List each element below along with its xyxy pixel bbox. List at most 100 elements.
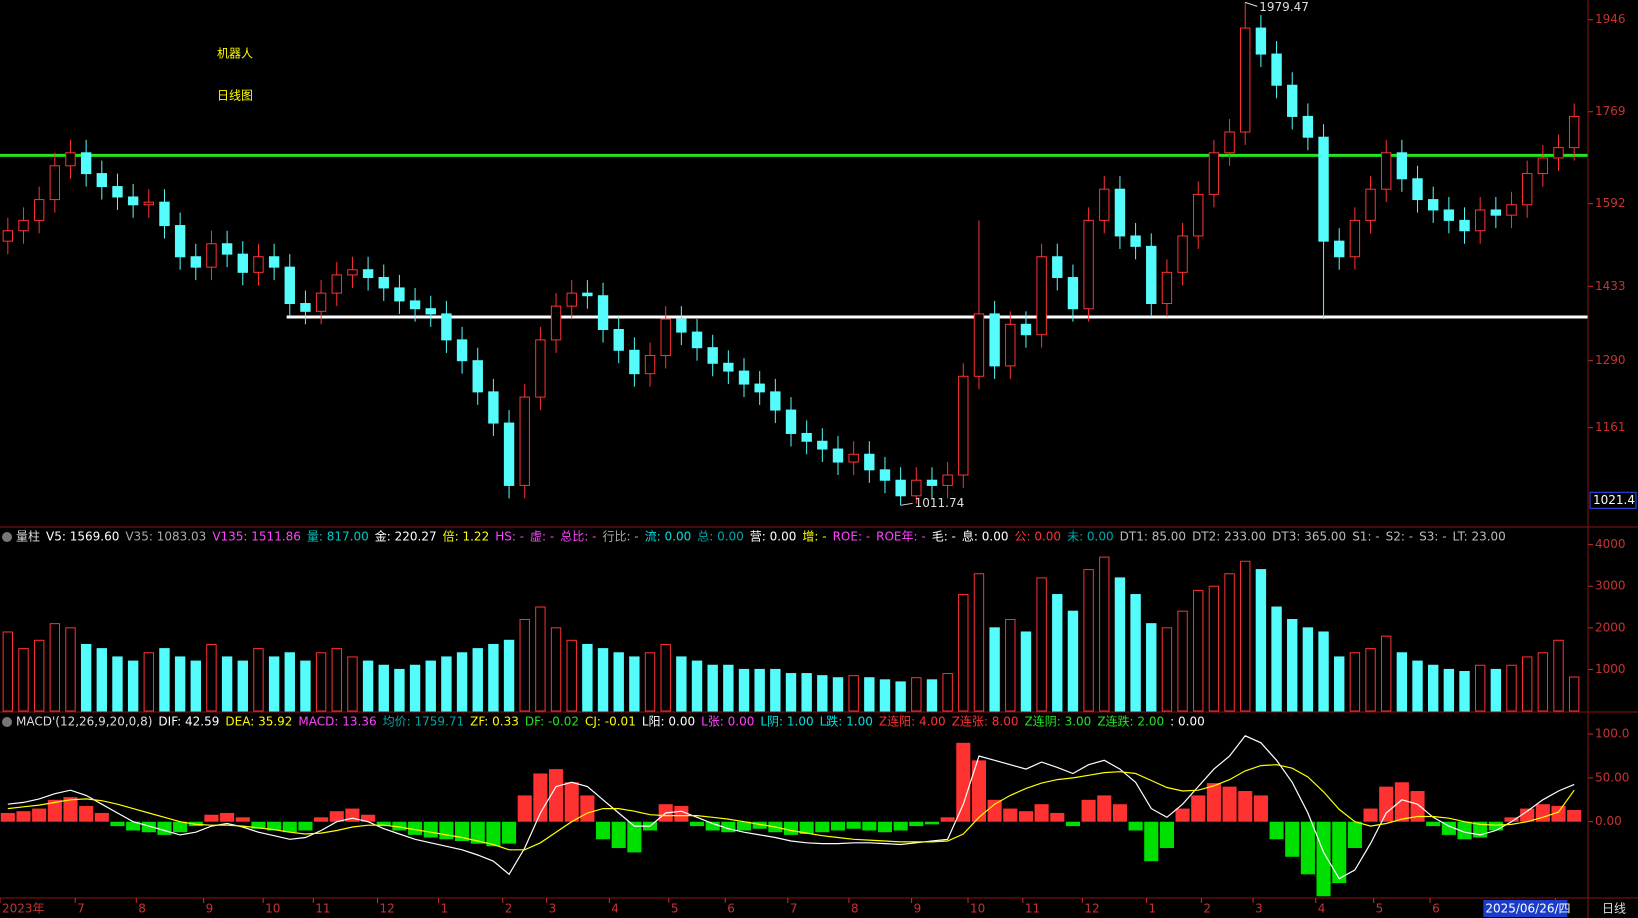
- volume-bar: [159, 648, 170, 712]
- macd-bar: [157, 821, 172, 835]
- macd-bar: [1426, 821, 1441, 827]
- candle-body: [1349, 219, 1361, 258]
- legend-item: V135: 1511.86: [212, 530, 301, 544]
- candle-body: [221, 243, 233, 255]
- legend-item: 总比: -: [560, 530, 596, 544]
- candle-body: [127, 196, 139, 206]
- macd-bar: [1300, 821, 1315, 875]
- candle-body: [550, 305, 562, 341]
- volume-bar: [1052, 594, 1063, 712]
- macd-bar: [517, 795, 532, 822]
- volume-bar: [284, 652, 295, 712]
- macd-bar: [1175, 808, 1190, 822]
- macd-bar: [32, 808, 47, 822]
- legend-item: S3: -: [1419, 530, 1446, 544]
- x-tick-label: 5: [1376, 902, 1384, 916]
- volume-bar: [1412, 660, 1423, 712]
- candle-body: [754, 383, 765, 393]
- candle-body: [1177, 235, 1188, 273]
- volume-bar: [190, 660, 201, 712]
- volume-bar: [1099, 556, 1110, 712]
- legend-item: L阳: 0.00: [642, 715, 695, 729]
- legend-item: 总: 0.00: [697, 530, 744, 544]
- volume-bar: [221, 656, 233, 712]
- candle-body: [832, 448, 844, 463]
- candle-body: [425, 308, 436, 315]
- volume-bar: [1553, 639, 1564, 712]
- legend-item: 行比: -: [602, 530, 638, 544]
- volume-bar: [1036, 577, 1047, 712]
- volume-bar: [582, 643, 593, 712]
- volume-bar: [738, 668, 750, 712]
- macd-bar: [1332, 821, 1347, 884]
- x-tick-label: 2: [1203, 902, 1211, 916]
- candle-body: [1130, 235, 1141, 247]
- macd-bar: [376, 821, 391, 827]
- volume-bar: [848, 675, 859, 712]
- volume-bar: [1224, 573, 1235, 712]
- y-tick-label: 1769: [1595, 104, 1626, 118]
- candle-body: [253, 256, 264, 273]
- volume-bar: [33, 639, 45, 712]
- legend-item: DT3: 365.00: [1272, 530, 1346, 544]
- candle-body: [535, 339, 546, 398]
- macd-bar: [1520, 808, 1535, 822]
- macd-bar: [1128, 821, 1143, 831]
- macd-bar: [1238, 791, 1253, 822]
- macd-bar: [956, 742, 971, 822]
- volume-bar: [864, 677, 875, 712]
- candle-body: [1255, 27, 1267, 55]
- volume-bar: [1365, 648, 1376, 712]
- candle-body: [864, 453, 875, 471]
- volume-bar: [253, 648, 264, 712]
- candle-body: [1506, 204, 1517, 216]
- macd-bar: [564, 782, 579, 822]
- legend-item: L阴: 1.00: [760, 715, 813, 729]
- volume-bar: [80, 643, 92, 712]
- volume-bar: [895, 681, 906, 712]
- volume-bar: [441, 656, 452, 712]
- volume-bar: [1459, 670, 1470, 712]
- max-pointer: [1245, 1, 1258, 7]
- legend-item: S2: -: [1386, 530, 1413, 544]
- volume-bar: [1255, 569, 1267, 712]
- candle-body: [49, 165, 61, 201]
- legend-item: MACD'(12,26,9,20,0,8): [16, 715, 152, 729]
- volume-bar: [488, 643, 499, 712]
- y-tick-label: 1946: [1595, 12, 1626, 26]
- macd-bar: [1144, 821, 1159, 862]
- macd-bar: [940, 817, 955, 822]
- candle-body: [1412, 178, 1423, 201]
- macd-bar: [251, 821, 266, 829]
- macd-bar: [1410, 791, 1425, 822]
- volume-bar: [96, 648, 108, 712]
- volume-bar: [347, 656, 358, 712]
- volume-bar: [1240, 560, 1251, 712]
- macd-bar: [502, 821, 517, 844]
- legend-item: ROE: -: [833, 530, 871, 544]
- volume-bar: [691, 660, 703, 712]
- macd-bar: [1269, 821, 1284, 840]
- macd-bar: [455, 821, 470, 842]
- legend-item: Z连跌: 2.00: [1097, 714, 1164, 729]
- volume-bar: [1474, 664, 1486, 712]
- dif-line: [7, 735, 1575, 880]
- x-tick-label: 6: [727, 902, 735, 916]
- candle-body: [409, 300, 421, 310]
- legend-item: 营: 0.00: [750, 530, 797, 544]
- volume-bar: [832, 677, 844, 712]
- candle-body: [143, 201, 155, 206]
- macd-bar: [408, 821, 423, 835]
- volume-bar: [378, 664, 389, 712]
- volume-bar: [1521, 656, 1533, 712]
- macd-bar: [173, 821, 188, 833]
- cursor-value-box: [1589, 491, 1637, 509]
- y-tick-label: 1290: [1595, 353, 1626, 367]
- macd-bar: [846, 821, 861, 829]
- macd-bar: [1379, 786, 1394, 822]
- macd-bar: [126, 821, 141, 831]
- macd-bar: [392, 821, 407, 831]
- volume-bar: [1318, 631, 1329, 712]
- macd-bar: [1018, 811, 1033, 822]
- volume-bar: [503, 639, 515, 712]
